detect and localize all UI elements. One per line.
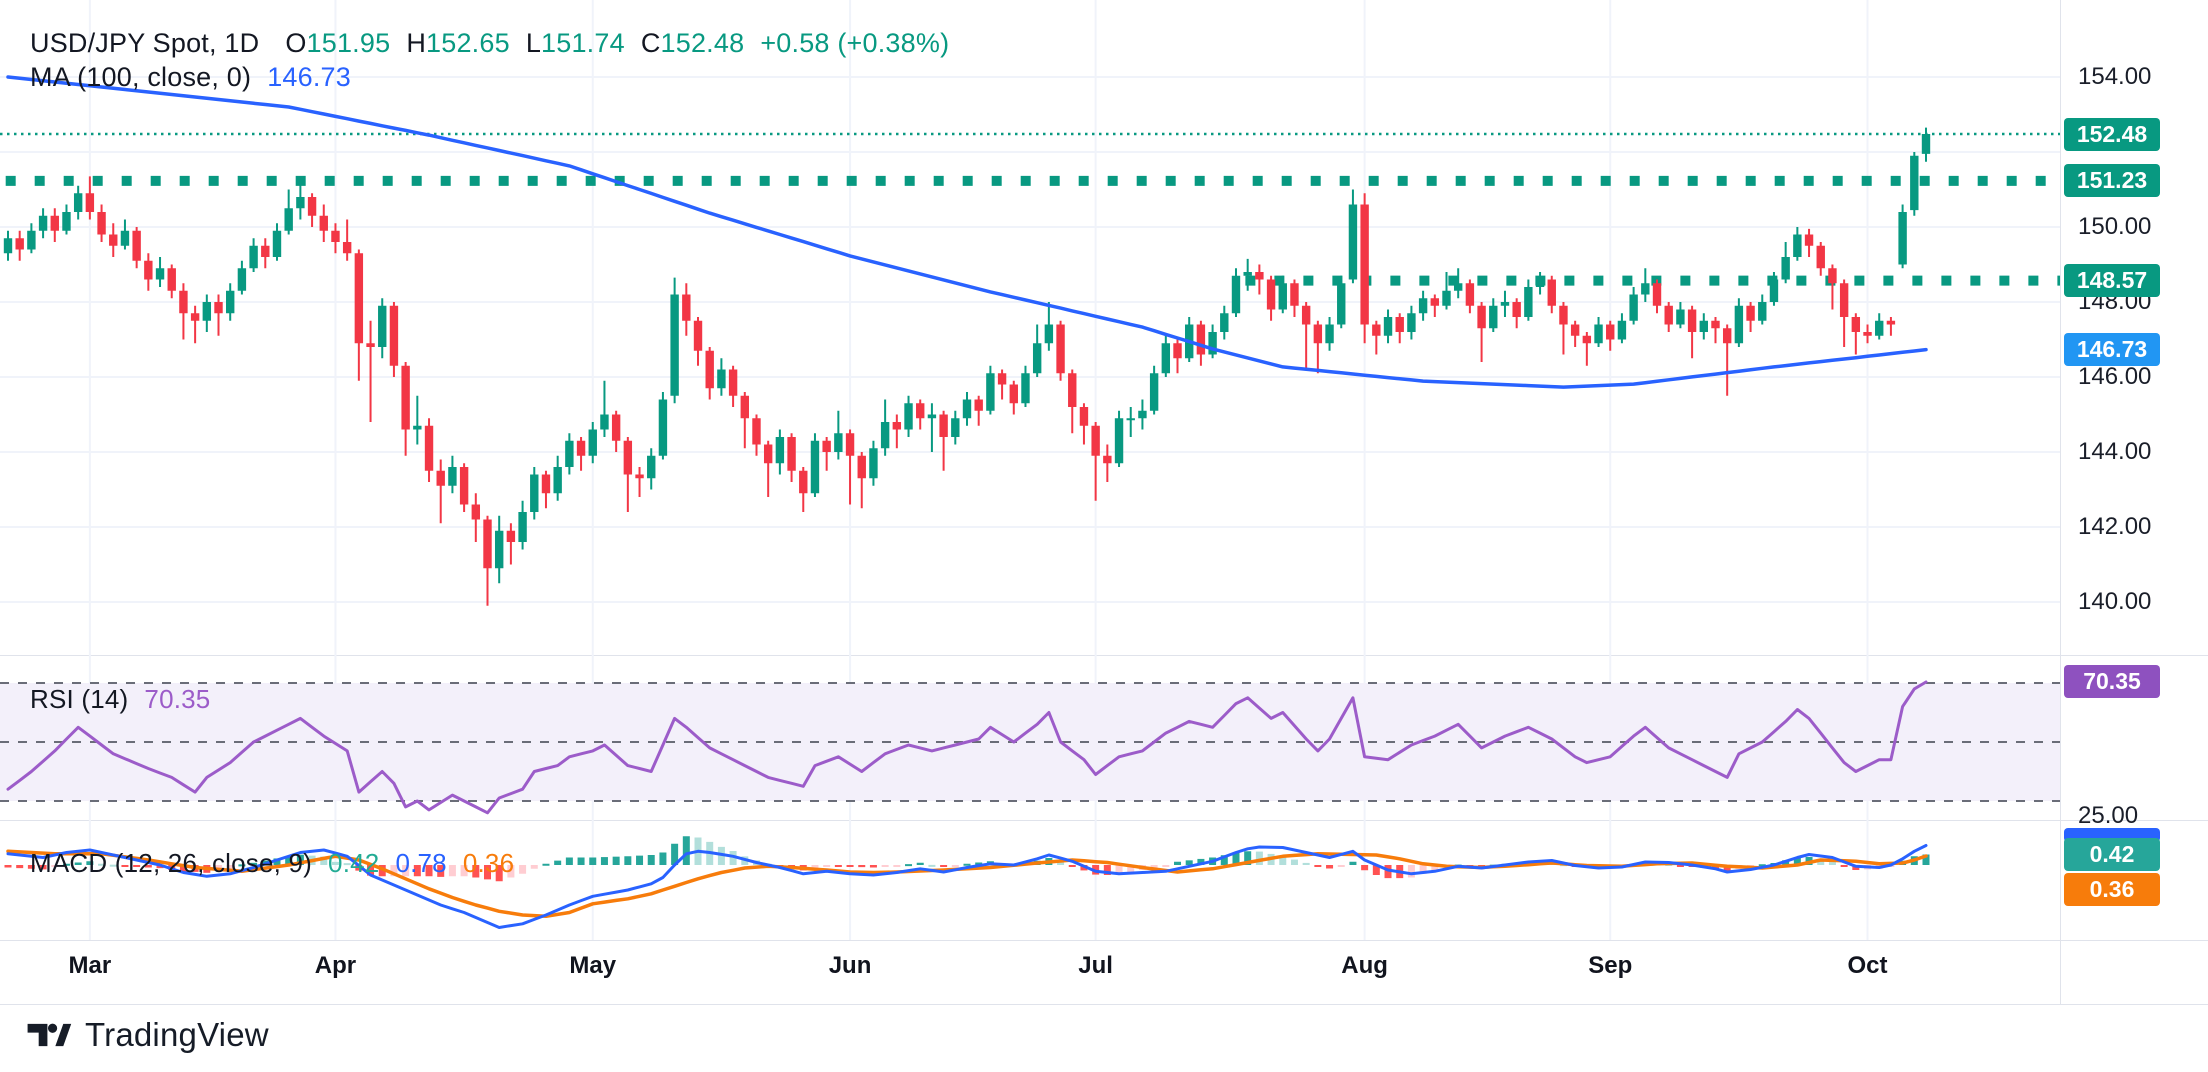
candlestick-layer[interactable] (3, 127, 1931, 606)
close-label: C (640, 28, 661, 58)
macd-line-value: 0.78 (395, 848, 447, 878)
time-axis-label-Mar[interactable]: Mar (68, 952, 112, 979)
chart-plot-area[interactable] (0, 0, 2060, 1005)
time-axis-label-Jul[interactable]: Jul (1078, 952, 1113, 979)
macd-signal-value: 0.36 (462, 848, 515, 878)
axis-badge-70.35[interactable]: 70.35 (2064, 665, 2160, 699)
price-level-lines[interactable] (0, 132, 2060, 286)
rsi-legend[interactable]: RSI (14) 70.35 (30, 684, 210, 715)
time-axis-label-Oct[interactable]: Oct (1847, 952, 1888, 979)
ma100-line[interactable] (6, 75, 1928, 389)
macd-legend[interactable]: MACD (12, 26, close, 9) 0.42 0.78 0.36 (30, 848, 514, 879)
price-axis-label-150.00: 150.00 (2078, 213, 2152, 240)
pane-separator (0, 820, 2208, 821)
axis-badge-0.42[interactable]: 0.42 (2064, 838, 2160, 871)
axis-badge-0.36[interactable]: 0.36 (2064, 873, 2160, 906)
price-axis-label-140.00: 140.00 (2078, 588, 2152, 615)
price-axis[interactable]: 154.00 150.00 148.00 146.00 144.00 142.00 140.… (2060, 0, 2208, 1005)
price-axis-border[interactable] (2060, 0, 2061, 1004)
low-value: 151.74 (541, 28, 625, 58)
close-value: 152.48 (660, 28, 745, 58)
axis-badge-151.23[interactable]: 151.23 (2064, 164, 2160, 198)
rsi-value: 70.35 (144, 684, 211, 714)
high-value: 152.65 (426, 28, 510, 58)
pane-separator (0, 655, 2208, 656)
price-axis-label-142.00: 142.00 (2078, 513, 2152, 540)
time-axis-label-Jun[interactable]: Jun (828, 952, 872, 979)
macd-main-line[interactable] (6, 844, 1928, 929)
axis-badge-152.48[interactable]: 152.48 (2064, 117, 2160, 151)
ma-legend[interactable]: MA (100, close, 0) 146.73 (30, 62, 351, 93)
rsi-pane (0, 682, 2060, 802)
price-axis-label-154.00: 154.00 (2078, 63, 2152, 90)
time-axis-label-Sep[interactable]: Sep (1588, 952, 1633, 979)
open-label: O (285, 28, 307, 58)
symbol-title[interactable]: USD/JPY Spot, 1D (30, 28, 260, 58)
rsi-line[interactable] (6, 680, 1928, 815)
pane-separator[interactable] (0, 940, 2208, 941)
time-axis[interactable]: Mar Apr May Jun Jul Aug Sep Oct (0, 940, 2060, 1004)
ma-value: 146.73 (267, 62, 351, 92)
macd-hist-value: 0.42 (328, 848, 380, 878)
high-label: H (406, 28, 427, 58)
rsi-axis-label: 25.00 (2078, 801, 2139, 829)
symbol-legend[interactable]: USD/JPY Spot, 1D O151.95 H152.65 L151.74 C15… (30, 28, 949, 59)
tradingview-logo-icon (27, 1023, 72, 1047)
chart-bottom-border (0, 1004, 2208, 1005)
change-value: +0.58 (+0.38%) (760, 28, 950, 58)
time-axis-label-May[interactable]: May (569, 952, 617, 979)
open-value: 151.95 (306, 28, 391, 58)
tradingview-logo-text: TradingView (85, 1016, 269, 1053)
tradingview-logo[interactable]: TradingView (26, 1016, 269, 1054)
time-axis-label-Aug[interactable]: Aug (1341, 952, 1388, 979)
axis-badge-148.57[interactable]: 148.57 (2064, 264, 2160, 298)
time-axis-label-Apr[interactable]: Apr (314, 952, 357, 979)
axis-badge-146.73[interactable]: 146.73 (2064, 333, 2160, 367)
ma-label[interactable]: MA (100, close, 0) (30, 62, 252, 92)
price-axis-label-146.00: 146.00 (2078, 363, 2152, 390)
macd-label[interactable]: MACD (12, 26, close, 9) (30, 848, 313, 878)
price-axis-label-144.00: 144.00 (2078, 438, 2152, 465)
low-label: L (525, 28, 542, 58)
rsi-label[interactable]: RSI (14) (30, 684, 129, 714)
